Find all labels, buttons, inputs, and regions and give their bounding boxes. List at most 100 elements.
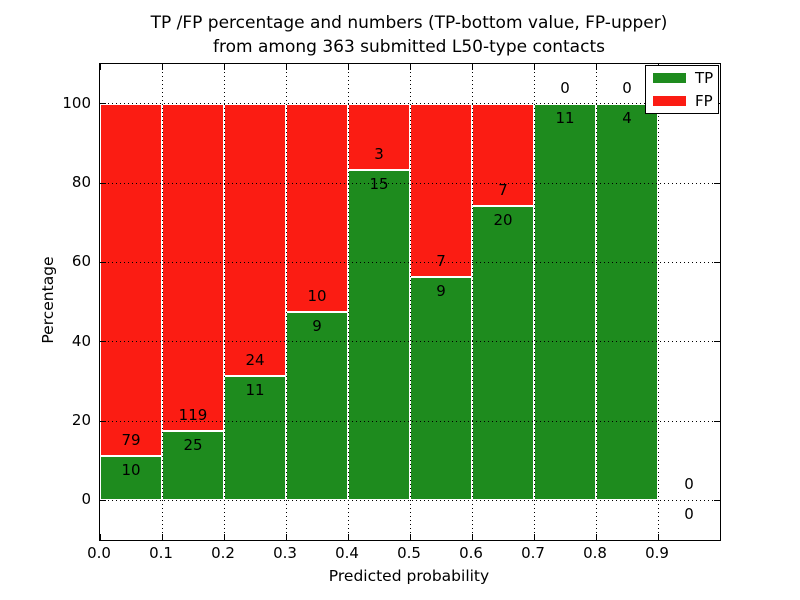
horizontal-gridline xyxy=(100,182,720,184)
fp-count-label: 3 xyxy=(374,144,384,163)
y-tick-mark xyxy=(100,261,106,263)
vertical-gridline xyxy=(223,64,225,540)
y-tick-label: 100 xyxy=(62,93,91,112)
x-tick-mark xyxy=(99,64,101,70)
y-tick-mark xyxy=(100,499,106,501)
x-tick-mark xyxy=(657,534,659,540)
vertical-gridline xyxy=(471,64,473,540)
fp-bar xyxy=(100,103,162,456)
x-tick-label: 0.1 xyxy=(149,544,173,562)
tp-bar xyxy=(410,277,472,501)
vertical-gridline xyxy=(347,64,349,540)
y-tick-mark xyxy=(714,499,720,501)
x-tick-mark xyxy=(533,64,535,70)
x-tick-label: 0.0 xyxy=(87,544,111,562)
tp-count-label: 4 xyxy=(622,108,632,127)
horizontal-gridline xyxy=(100,420,720,422)
x-tick-mark xyxy=(285,534,287,540)
y-tick-label: 0 xyxy=(81,490,91,509)
vertical-gridline xyxy=(595,64,597,540)
tp-bar xyxy=(348,169,410,501)
y-tick-mark xyxy=(714,182,720,184)
x-tick-mark xyxy=(595,64,597,70)
horizontal-gridline xyxy=(100,341,720,343)
y-tick-label: 80 xyxy=(71,173,91,191)
y-tick-mark xyxy=(100,182,106,184)
x-tick-mark xyxy=(409,64,411,70)
x-tick-label: 0.3 xyxy=(273,544,297,562)
y-tick-mark xyxy=(714,261,720,263)
x-tick-mark xyxy=(223,534,225,540)
tp-count-label: 10 xyxy=(121,460,141,479)
fp-count-label: 0 xyxy=(622,78,632,97)
x-tick-mark xyxy=(223,64,225,70)
fp-count-label: 10 xyxy=(307,287,327,306)
tp-bar xyxy=(224,375,286,501)
x-tick-mark xyxy=(595,534,597,540)
tp-count-label: 9 xyxy=(436,282,446,300)
vertical-gridline xyxy=(657,64,659,540)
y-tick-mark xyxy=(714,420,720,422)
tp-bar xyxy=(472,206,534,501)
y-tick-mark xyxy=(100,420,106,422)
fp-bar xyxy=(286,103,348,313)
plot-area: TP FP 79 10 119 25 24 11 10 9 3 15 7 9 7 20 0 11 0 4 0 0 xyxy=(99,63,721,541)
x-tick-mark xyxy=(347,534,349,540)
vertical-gridline xyxy=(409,64,411,540)
y-tick-mark xyxy=(100,341,106,343)
x-tick-label: 0.4 xyxy=(335,544,359,562)
tp-bar xyxy=(162,431,224,501)
legend-swatch-fp-icon xyxy=(653,96,686,106)
tp-count-label: 20 xyxy=(493,211,513,230)
fp-bar xyxy=(410,103,472,277)
horizontal-gridline xyxy=(100,261,720,263)
tp-count-label: 25 xyxy=(183,436,203,455)
horizontal-gridline xyxy=(100,499,720,501)
vertical-gridline xyxy=(161,64,163,540)
legend-entry-tp: TP xyxy=(646,67,718,90)
horizontal-gridline xyxy=(100,103,720,105)
x-tick-mark xyxy=(347,64,349,70)
x-tick-label: 0.2 xyxy=(211,544,235,562)
tp-count-label: 15 xyxy=(369,174,389,193)
tp-count-label: 11 xyxy=(245,380,265,399)
tp-bar xyxy=(534,103,596,501)
y-tick-mark xyxy=(100,103,106,105)
vertical-gridline xyxy=(533,64,535,540)
chart-title-line1: TP /FP percentage and numbers (TP-bottom… xyxy=(150,13,668,33)
x-axis-label: Predicted probability xyxy=(328,567,490,585)
fp-count-label: 7 xyxy=(436,252,446,270)
tp-count-label: 9 xyxy=(312,317,322,336)
legend-entry-fp: FP xyxy=(646,90,718,113)
x-tick-label: 0.8 xyxy=(583,544,607,562)
x-tick-mark xyxy=(471,534,473,540)
tp-count-label: 0 xyxy=(684,505,694,524)
x-tick-label: 0.6 xyxy=(459,544,483,562)
fp-bar xyxy=(224,103,286,376)
tp-bar xyxy=(100,455,162,501)
x-tick-label: 0.7 xyxy=(521,544,545,562)
chart-title-line2: from among 363 submitted L50-type contac… xyxy=(213,37,605,57)
tp-bar xyxy=(596,103,658,501)
fp-count-label: 119 xyxy=(178,406,208,425)
legend-label-fp: FP xyxy=(695,92,713,110)
y-tick-label: 20 xyxy=(71,411,91,429)
legend-swatch-tp-icon xyxy=(653,73,686,83)
x-tick-label: 0.5 xyxy=(397,544,421,562)
y-tick-mark xyxy=(714,341,720,343)
x-tick-mark xyxy=(285,64,287,70)
x-tick-mark xyxy=(533,534,535,540)
y-tick-label: 60 xyxy=(71,252,91,271)
fp-bar xyxy=(348,103,410,170)
fp-bar xyxy=(162,103,224,432)
legend-label-tp: TP xyxy=(695,69,714,87)
tp-count-label: 11 xyxy=(555,108,575,127)
fp-count-label: 79 xyxy=(121,430,141,449)
fp-count-label: 0 xyxy=(560,78,570,97)
legend: TP FP xyxy=(645,65,719,114)
fp-count-label: 0 xyxy=(684,475,694,494)
fp-count-label: 24 xyxy=(245,350,265,369)
x-tick-mark xyxy=(161,534,163,540)
fp-count-label: 7 xyxy=(498,181,508,200)
x-tick-label: 0.9 xyxy=(645,544,669,562)
